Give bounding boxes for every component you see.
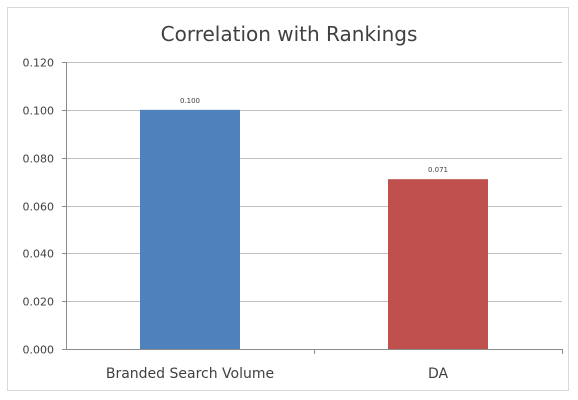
y-tick-label: 0.060 xyxy=(23,201,55,214)
y-tick-label: 0.120 xyxy=(23,57,55,70)
data-label: 0.100 xyxy=(180,97,200,105)
data-labels: 0.100 0.071 xyxy=(180,97,448,174)
y-tick-label: 0.080 xyxy=(23,153,55,166)
x-category-label: Branded Search Volume xyxy=(106,366,274,382)
y-tick-label: 0.100 xyxy=(23,105,55,118)
data-label: 0.071 xyxy=(428,166,448,174)
y-tick-label: 0.040 xyxy=(23,248,55,261)
y-tick-label: 0.020 xyxy=(23,296,55,309)
bars xyxy=(140,109,488,349)
x-category-label: DA xyxy=(428,366,449,382)
x-axis-categories: Branded Search Volume DA xyxy=(106,366,449,382)
chart-title: Correlation with Rankings xyxy=(161,22,418,46)
y-tick-label: 0.000 xyxy=(23,344,55,357)
y-axis-ticks: 0.000 0.020 0.040 0.060 0.080 0.100 0.120 xyxy=(23,57,66,357)
bar xyxy=(388,179,488,349)
bar xyxy=(140,109,240,349)
x-axis xyxy=(66,62,563,354)
